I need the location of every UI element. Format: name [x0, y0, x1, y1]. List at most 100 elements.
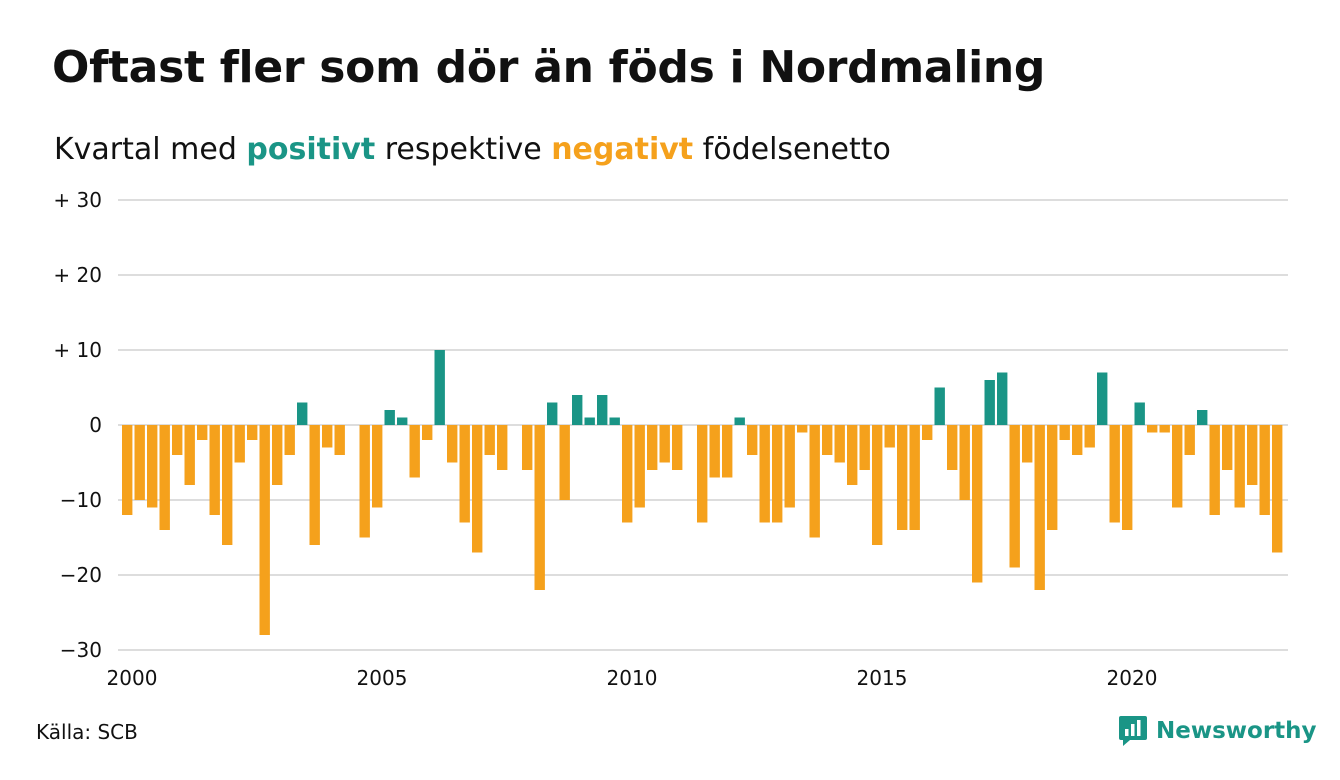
- bar-negative: [747, 425, 758, 455]
- bar-negative: [184, 425, 195, 485]
- bar-negative: [259, 425, 270, 635]
- bar-negative: [422, 425, 433, 440]
- bar-negative: [847, 425, 858, 485]
- bar-negative: [1047, 425, 1058, 530]
- bar-negative: [959, 425, 970, 500]
- bar-negative: [534, 425, 545, 590]
- bar-positive: [734, 417, 745, 425]
- bar-negative: [859, 425, 870, 470]
- bar-negative: [1122, 425, 1133, 530]
- chart-title: Oftast fler som dör än föds i Nordmaling: [52, 42, 1046, 93]
- bar-negative: [1259, 425, 1270, 515]
- bar-negative: [409, 425, 420, 478]
- bar-negative: [334, 425, 345, 455]
- bar-negative: [1109, 425, 1120, 523]
- bar-negative: [709, 425, 720, 478]
- bar-negative: [884, 425, 895, 448]
- bar-negative: [284, 425, 295, 455]
- bar-negative: [772, 425, 783, 523]
- bar-negative: [272, 425, 283, 485]
- bar-negative: [1034, 425, 1045, 590]
- bar-negative: [947, 425, 958, 470]
- bar-negative: [922, 425, 933, 440]
- bar-negative: [459, 425, 470, 523]
- bar-negative: [784, 425, 795, 508]
- y-tick-label: + 10: [53, 338, 102, 362]
- subtitle-prefix: Kvartal med: [54, 132, 247, 167]
- source-note: Källa: SCB: [36, 720, 138, 744]
- brand-logo: Newsworthy: [1118, 715, 1317, 747]
- bar-positive: [1197, 410, 1208, 425]
- y-tick-label: + 30: [53, 188, 102, 212]
- bar-negative: [634, 425, 645, 508]
- bar-chart: + 30+ 20+ 100−10−20−30 2000 2005 2010 2015 2…: [53, 188, 1288, 690]
- newsworthy-icon: [1119, 716, 1147, 746]
- bar-positive: [997, 372, 1008, 425]
- x-tick-label: 2005: [357, 666, 408, 690]
- bar-negative: [834, 425, 845, 463]
- bar-negative: [972, 425, 983, 583]
- bar-negative: [1147, 425, 1158, 433]
- bar-negative: [1084, 425, 1095, 448]
- x-tick-label: 2020: [1107, 666, 1158, 690]
- bar-negative: [1172, 425, 1183, 508]
- bar-negative: [822, 425, 833, 455]
- subtitle-positive-word: positivt: [246, 132, 376, 167]
- bar-negative: [1072, 425, 1083, 455]
- bar-negative: [1209, 425, 1220, 515]
- bar-negative: [909, 425, 920, 530]
- bar-negative: [1059, 425, 1070, 440]
- bar-positive: [384, 410, 395, 425]
- bar-positive: [584, 417, 595, 425]
- bar-positive: [1134, 402, 1145, 425]
- x-tick-label: 2000: [107, 666, 158, 690]
- bar-negative: [1184, 425, 1195, 455]
- bar-positive: [934, 387, 945, 425]
- bar-positive: [297, 402, 308, 425]
- bar-negative: [134, 425, 145, 500]
- bar-negative: [122, 425, 133, 515]
- bar-negative: [1234, 425, 1245, 508]
- bar-negative: [647, 425, 658, 470]
- y-tick-label: −30: [60, 638, 102, 662]
- bar-negative: [759, 425, 770, 523]
- y-tick-label: 0: [89, 413, 102, 437]
- bar-negative: [247, 425, 258, 440]
- bar-negative: [222, 425, 233, 545]
- bar-negative: [359, 425, 370, 538]
- bar-negative: [897, 425, 908, 530]
- bar-positive: [572, 395, 583, 425]
- bar-negative: [197, 425, 208, 440]
- bar-negative: [697, 425, 708, 523]
- x-axis-ticks: 2000 2005 2010 2015 2020: [107, 666, 1158, 690]
- bar-negative: [209, 425, 220, 515]
- bar-negative: [1247, 425, 1258, 485]
- y-axis-ticks: + 30 + 20 + 10 0 −10 −20 −30: [53, 188, 102, 662]
- bar-negative: [1022, 425, 1033, 463]
- bar-negative: [447, 425, 458, 463]
- bar-positive: [984, 380, 995, 425]
- bar-positive: [609, 417, 620, 425]
- brand-name: Newsworthy: [1156, 718, 1317, 744]
- bar-negative: [797, 425, 808, 433]
- chart-subtitle: Kvartal med positivt respektive negativt…: [54, 132, 891, 167]
- bar-negative: [1222, 425, 1233, 470]
- x-tick-label: 2015: [857, 666, 908, 690]
- bar-negative: [497, 425, 508, 470]
- bar-negative: [147, 425, 158, 508]
- bar-negative: [559, 425, 570, 500]
- bar-negative: [472, 425, 483, 553]
- bar-positive: [1097, 372, 1108, 425]
- y-tick-label: −20: [60, 563, 102, 587]
- bar-negative: [1272, 425, 1283, 553]
- subtitle-negative-word: negativt: [551, 132, 694, 167]
- bar-negative: [322, 425, 333, 448]
- bar-negative: [722, 425, 733, 478]
- bar-negative: [672, 425, 683, 470]
- bar-negative: [372, 425, 383, 508]
- y-tick-label: + 20: [53, 263, 102, 287]
- bar-negative: [484, 425, 495, 455]
- bar-negative: [522, 425, 533, 470]
- bar-negative: [809, 425, 820, 538]
- bar-positive: [434, 350, 445, 425]
